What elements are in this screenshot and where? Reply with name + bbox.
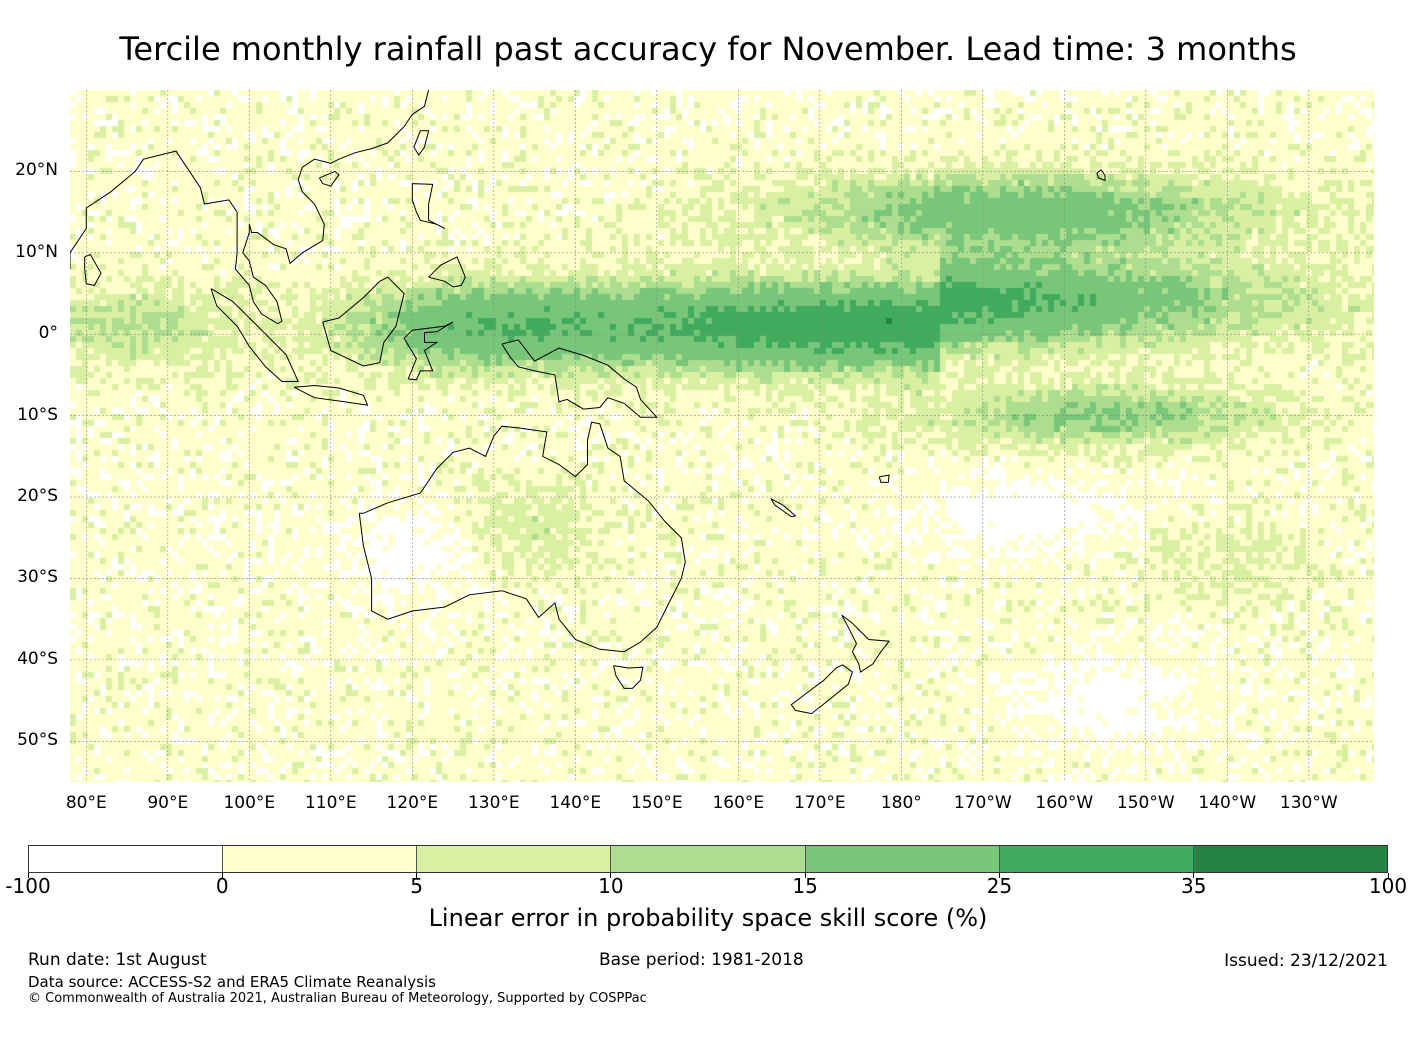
lon-label: 140°E xyxy=(549,793,602,813)
colorbar-tick xyxy=(1193,873,1195,878)
colorbar-tick-label: 35 xyxy=(1180,874,1207,898)
coastline-india-burma xyxy=(70,150,238,270)
run-date: Run date: 1st August xyxy=(28,950,207,970)
colorbar-segment xyxy=(1193,846,1387,872)
lon-label: 80°E xyxy=(65,793,107,813)
colorbar-tick-label: 10 xyxy=(598,874,624,898)
coastline-nz-south xyxy=(790,664,853,715)
colorbar-tick-label: 25 xyxy=(986,874,1013,898)
map-title: Tercile monthly rainfall past accuracy f… xyxy=(119,30,1297,68)
lon-label: 130°E xyxy=(467,793,520,813)
coastline-nz-north xyxy=(841,614,891,673)
coastline-java xyxy=(293,384,369,406)
colorbar-segment xyxy=(29,846,224,872)
colorbar-tick xyxy=(221,873,223,878)
colorbar-tick-label: 5 xyxy=(410,874,423,898)
coastline-malay-peninsula xyxy=(234,212,283,325)
coastline-australia xyxy=(358,421,686,653)
colorbar-segment xyxy=(417,846,612,872)
lon-label: 160°E xyxy=(712,793,765,813)
lat-label: 20°S xyxy=(17,486,58,507)
lat-label: 0° xyxy=(38,323,58,344)
lon-label: 140°W xyxy=(1198,793,1257,813)
colorbar-segment xyxy=(999,846,1194,872)
coastline-luzon xyxy=(411,183,446,229)
lon-label: 150°E xyxy=(630,793,683,813)
lon-label: 170°E xyxy=(793,793,846,813)
colorbar xyxy=(28,845,1388,873)
coastline-indochina xyxy=(248,90,430,265)
colorbar-tick xyxy=(1387,873,1389,878)
colorbar-tick xyxy=(804,873,806,878)
colorbar-tick-label: 15 xyxy=(792,874,818,898)
colorbar-tick-label: 0 xyxy=(215,874,229,898)
lon-label: 120°E xyxy=(386,793,439,813)
coastline-new-caledonia xyxy=(770,498,797,518)
lon-label: 160°W xyxy=(1035,793,1094,813)
coastline-hawaii xyxy=(1096,169,1106,182)
map-overlay xyxy=(70,90,1374,782)
coastline-fiji xyxy=(878,474,890,483)
skill-score-raster xyxy=(70,90,1374,782)
coastline-taiwan xyxy=(413,130,430,157)
coastline-mindanao xyxy=(428,256,466,288)
lat-label: 10°N xyxy=(15,241,58,262)
coastline-sri-lanka xyxy=(84,253,102,286)
colorbar-segment xyxy=(611,846,806,872)
coastline-sulawesi xyxy=(403,321,454,381)
colorbar-segment xyxy=(223,846,418,872)
lat-label: 20°N xyxy=(15,160,58,181)
lon-label: 90°E xyxy=(147,793,189,813)
colorbar-segment xyxy=(805,846,1000,872)
lat-label: 50°S xyxy=(17,730,58,751)
lon-label: 170°W xyxy=(953,793,1012,813)
lat-label: 40°S xyxy=(17,648,58,669)
lon-label: 130°W xyxy=(1279,793,1338,813)
coastline-new-guinea xyxy=(501,339,658,418)
coastline-sumatra xyxy=(210,288,299,382)
issued-date: Issued: 23/12/2021 xyxy=(1224,951,1388,971)
colorbar-tick xyxy=(998,873,1000,878)
lon-label: 110°E xyxy=(304,793,357,813)
colorbar-tick xyxy=(610,873,612,878)
colorbar-tick xyxy=(27,873,29,878)
coastline-hainan xyxy=(318,170,340,187)
coastline-borneo xyxy=(322,276,405,367)
colorbar-title: Linear error in probability space skill … xyxy=(428,904,988,932)
data-source: Data source: ACCESS-S2 and ERA5 Climate … xyxy=(28,973,436,991)
colorbar-tick xyxy=(416,873,418,878)
copyright: © Commonwealth of Australia 2021, Austra… xyxy=(28,991,647,1006)
base-period: Base period: 1981-2018 xyxy=(599,950,804,970)
lat-label: 30°S xyxy=(17,567,58,588)
colorbar-tick-label: 100 xyxy=(1368,874,1408,898)
lon-label: 100°E xyxy=(223,793,276,813)
lat-label: 10°S xyxy=(17,404,58,425)
coastline-tasmania xyxy=(613,665,644,689)
lon-label: 180° xyxy=(880,793,922,813)
lon-label: 150°W xyxy=(1116,793,1175,813)
colorbar-tick-label: -100 xyxy=(5,874,51,898)
skill-score-map xyxy=(70,90,1374,782)
